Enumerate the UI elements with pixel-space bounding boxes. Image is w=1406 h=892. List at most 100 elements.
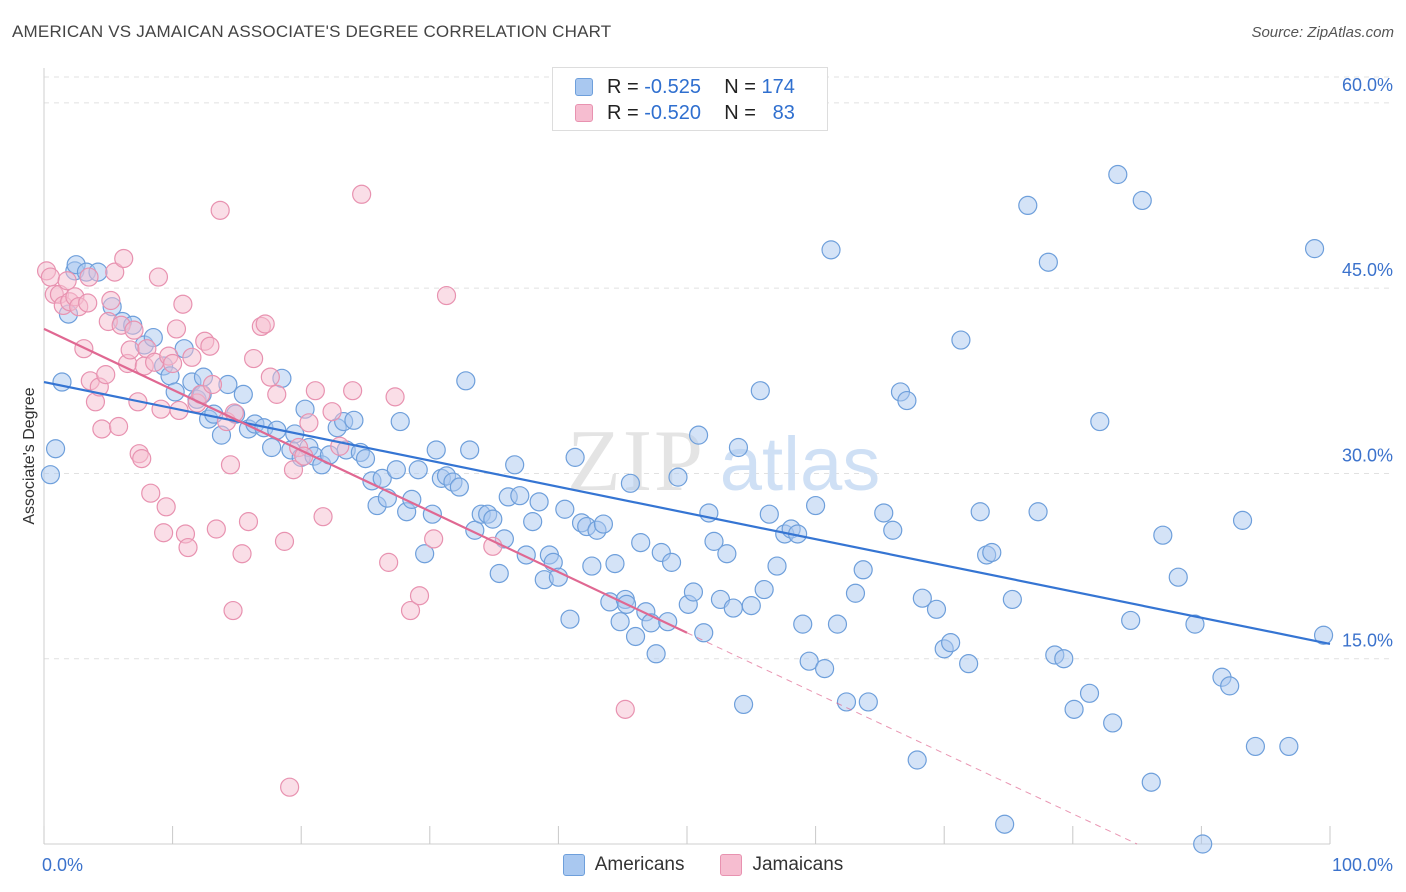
american-point bbox=[372, 468, 392, 488]
american-point bbox=[460, 440, 480, 460]
american-point bbox=[1018, 195, 1038, 216]
y-tick-label: 30.0% bbox=[1342, 445, 1393, 465]
americans-swatch bbox=[575, 78, 593, 96]
source-label: Source: ZipAtlas.com bbox=[1251, 24, 1394, 41]
y-tick-label: 45.0% bbox=[1342, 260, 1393, 280]
jamaicans-r-value: -0.520 bbox=[644, 101, 701, 124]
american-point bbox=[821, 240, 841, 260]
jamaican-point bbox=[120, 340, 140, 360]
american-point bbox=[668, 467, 688, 487]
y-tick-label: 15.0% bbox=[1342, 631, 1393, 651]
american-point bbox=[426, 440, 446, 460]
jamaican-point bbox=[424, 529, 444, 549]
american-point bbox=[489, 563, 509, 584]
american-point bbox=[750, 381, 770, 401]
american-point bbox=[555, 499, 575, 519]
american-point bbox=[728, 437, 749, 458]
americans-legend-label: Americans bbox=[594, 854, 685, 875]
jamaican-point bbox=[322, 402, 342, 422]
jamaican-point bbox=[232, 544, 252, 564]
series-legend: Americans Jamaicans bbox=[0, 852, 1406, 878]
jamaican-point bbox=[105, 262, 125, 282]
jamaican-point bbox=[352, 184, 372, 204]
american-point bbox=[661, 552, 682, 572]
american-point bbox=[1153, 525, 1173, 545]
jamaican-point bbox=[255, 314, 275, 334]
watermark-atlas: atlas bbox=[720, 422, 881, 507]
n-label: N = bbox=[724, 101, 756, 124]
american-point bbox=[233, 384, 253, 404]
american-point bbox=[1185, 614, 1205, 634]
american-point bbox=[1038, 252, 1058, 272]
american-point bbox=[723, 598, 743, 618]
jamaican-point bbox=[92, 419, 112, 439]
american-point bbox=[951, 330, 971, 350]
legend-item-jamaicans[interactable]: Jamaicans bbox=[720, 854, 843, 876]
jamaican-point bbox=[108, 416, 129, 437]
american-point bbox=[390, 411, 410, 432]
jamaican-point bbox=[274, 531, 295, 551]
american-point bbox=[40, 465, 61, 485]
american-point bbox=[845, 583, 866, 603]
american-point bbox=[262, 437, 282, 458]
jamaican-point bbox=[299, 413, 319, 433]
axes bbox=[43, 68, 1331, 845]
american-point bbox=[52, 372, 72, 392]
american-point bbox=[45, 439, 66, 459]
american-point bbox=[1232, 510, 1253, 530]
jamaican-point bbox=[114, 248, 134, 269]
legend-row-jamaicans: R = -0.520 N = 83 bbox=[575, 100, 795, 126]
x-tick-label: 0.0% bbox=[42, 855, 83, 875]
jamaican-point bbox=[436, 285, 457, 306]
american-point bbox=[344, 410, 364, 430]
american-point bbox=[355, 449, 376, 469]
watermark-zip: ZIP bbox=[567, 413, 705, 510]
american-point bbox=[688, 425, 709, 445]
jamaican-point bbox=[238, 512, 259, 532]
american-point bbox=[683, 582, 704, 602]
american-point bbox=[1132, 190, 1152, 211]
american-point bbox=[754, 579, 774, 600]
american-point bbox=[907, 750, 927, 770]
american-point bbox=[510, 486, 530, 506]
american-point bbox=[625, 626, 646, 647]
american-point bbox=[853, 560, 873, 580]
jamaican-point bbox=[280, 777, 300, 797]
american-point bbox=[1002, 589, 1022, 610]
american-point bbox=[582, 556, 602, 576]
american-point bbox=[1108, 164, 1128, 185]
american-point bbox=[858, 692, 878, 712]
jamaican-point bbox=[141, 483, 161, 503]
legend-item-americans[interactable]: Americans bbox=[562, 854, 685, 876]
jamaican-point bbox=[305, 381, 325, 401]
jamaican-point bbox=[78, 293, 98, 313]
jamaican-point bbox=[148, 267, 169, 287]
american-point bbox=[1090, 411, 1110, 432]
american-point bbox=[1304, 239, 1325, 259]
american-point bbox=[1141, 772, 1161, 792]
legend-row-americans: R = -0.525 N = 174 bbox=[575, 74, 795, 100]
american-point bbox=[1313, 625, 1334, 645]
jamaican-point bbox=[202, 374, 223, 395]
american-point bbox=[523, 512, 543, 532]
jamaicans-trend-extrapolation bbox=[686, 632, 1138, 845]
jamaican-point bbox=[200, 336, 220, 356]
x-tick-label: 100.0% bbox=[1332, 855, 1393, 875]
american-point bbox=[610, 612, 630, 632]
jamaican-point bbox=[409, 586, 430, 606]
american-point bbox=[836, 692, 857, 712]
american-point bbox=[805, 495, 826, 516]
american-point bbox=[959, 654, 979, 674]
jamaican-point bbox=[173, 294, 193, 314]
american-point bbox=[1220, 676, 1240, 696]
jamaican-point bbox=[163, 353, 183, 374]
american-point bbox=[982, 542, 1002, 563]
american-point bbox=[815, 659, 835, 679]
american-point bbox=[529, 492, 549, 512]
american-point bbox=[1168, 567, 1188, 587]
american-point bbox=[926, 599, 947, 619]
american-point bbox=[694, 623, 714, 643]
jamaican-point bbox=[615, 699, 635, 719]
jamaican-point bbox=[96, 365, 116, 385]
american-point bbox=[560, 609, 580, 629]
